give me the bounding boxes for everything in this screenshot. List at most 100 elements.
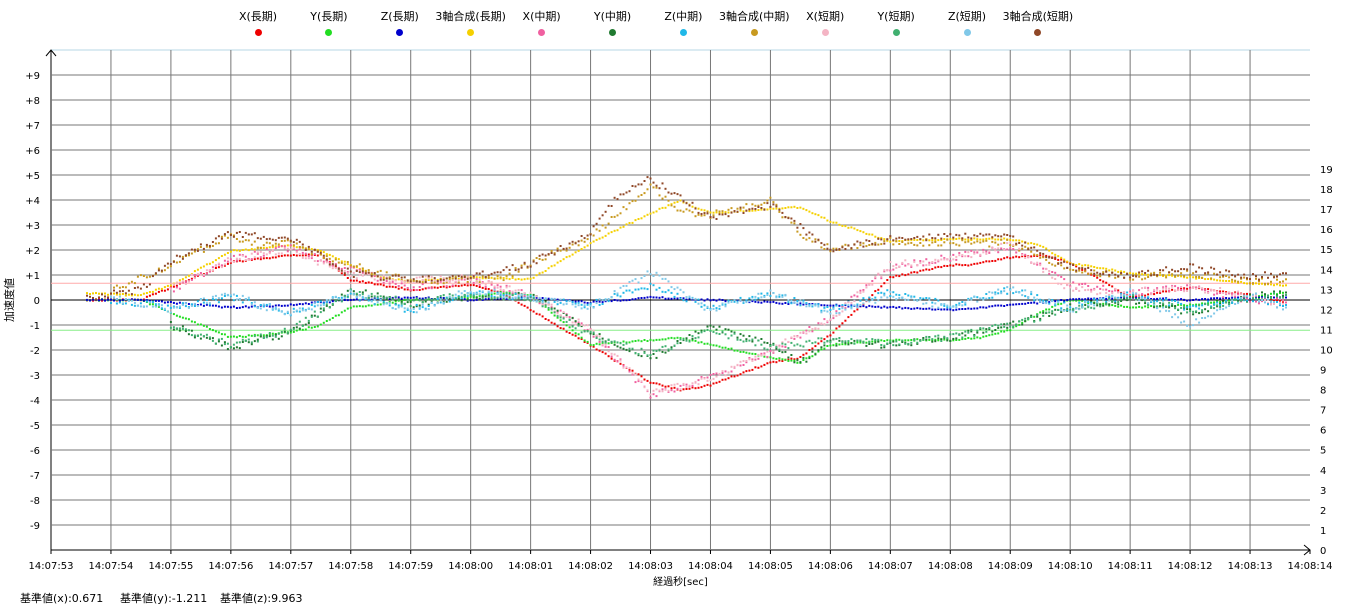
data-point xyxy=(1180,268,1183,271)
data-point xyxy=(256,306,259,309)
data-point xyxy=(1075,265,1078,268)
data-point xyxy=(319,259,322,262)
data-point xyxy=(982,251,985,254)
data-point xyxy=(1243,276,1246,279)
data-point xyxy=(832,338,835,341)
data-point xyxy=(1249,282,1251,285)
data-point xyxy=(142,292,145,295)
data-point xyxy=(1180,287,1183,290)
y-tick-label: -6 xyxy=(30,446,40,457)
data-point xyxy=(277,255,280,258)
data-point xyxy=(268,305,271,308)
data-point xyxy=(1000,326,1003,329)
data-point xyxy=(98,296,100,299)
data-point xyxy=(619,226,622,229)
data-point xyxy=(547,303,550,306)
data-point xyxy=(979,261,982,264)
data-point xyxy=(208,328,211,330)
data-point xyxy=(538,296,541,299)
data-point xyxy=(1144,294,1147,297)
data-point xyxy=(382,277,385,280)
data-point xyxy=(286,247,289,250)
data-point xyxy=(1126,291,1129,294)
data-point xyxy=(220,237,223,240)
data-point xyxy=(754,344,757,347)
data-point xyxy=(640,183,643,186)
data-point xyxy=(1006,248,1009,251)
data-point xyxy=(433,277,436,280)
data-point xyxy=(1207,271,1210,274)
data-point xyxy=(469,299,472,302)
data-point xyxy=(943,238,946,240)
data-point xyxy=(187,280,190,283)
data-point xyxy=(748,357,751,359)
data-point xyxy=(703,304,706,307)
data-point xyxy=(817,303,820,306)
data-point xyxy=(421,283,424,286)
data-point xyxy=(610,355,613,358)
data-point xyxy=(691,335,694,338)
data-point xyxy=(658,286,661,289)
data-point xyxy=(364,297,367,300)
series-group xyxy=(169,241,1287,396)
data-point xyxy=(1081,283,1084,285)
data-point xyxy=(913,271,916,274)
data-point xyxy=(808,231,811,234)
data-point xyxy=(997,324,1000,327)
data-point xyxy=(1237,293,1240,296)
data-point xyxy=(445,285,448,288)
data-point xyxy=(751,338,754,341)
data-point xyxy=(265,248,268,251)
data-point xyxy=(226,305,229,308)
data-point xyxy=(487,277,490,279)
data-point xyxy=(976,262,979,265)
data-point xyxy=(454,298,457,301)
data-point xyxy=(1177,303,1180,306)
data-point xyxy=(259,256,262,259)
data-point xyxy=(934,297,937,300)
data-point xyxy=(787,299,790,302)
data-point xyxy=(736,207,739,210)
data-point xyxy=(1054,278,1057,280)
data-point xyxy=(655,271,658,274)
data-point xyxy=(1114,287,1117,290)
data-point xyxy=(892,291,895,294)
series-group xyxy=(86,253,1287,392)
data-point xyxy=(517,297,520,300)
data-point xyxy=(595,302,598,305)
data-point xyxy=(1219,287,1222,289)
data-point xyxy=(811,347,814,350)
data-point xyxy=(424,308,427,311)
y2-tick-label: 0 xyxy=(1320,546,1326,557)
data-point xyxy=(625,284,628,287)
data-point xyxy=(412,296,415,299)
data-point xyxy=(739,360,742,363)
data-point xyxy=(328,263,331,266)
data-point xyxy=(139,287,142,290)
data-point xyxy=(601,351,604,354)
data-point xyxy=(829,248,832,251)
data-point xyxy=(1255,300,1257,303)
data-point xyxy=(583,306,586,309)
data-point xyxy=(307,326,310,329)
data-point xyxy=(241,240,244,243)
data-point xyxy=(988,297,991,300)
data-point xyxy=(409,305,412,307)
data-point xyxy=(436,286,439,289)
data-point xyxy=(487,274,490,277)
data-point xyxy=(631,369,634,372)
data-point xyxy=(670,387,673,390)
data-point xyxy=(868,240,871,242)
data-point xyxy=(535,257,538,259)
data-point xyxy=(646,354,649,357)
data-point xyxy=(277,304,280,307)
data-point xyxy=(1201,304,1204,307)
data-point xyxy=(604,345,607,348)
data-point xyxy=(874,277,877,280)
data-point xyxy=(490,289,493,292)
data-point xyxy=(1006,329,1009,332)
data-point xyxy=(1000,330,1003,333)
data-point xyxy=(190,248,193,251)
data-point xyxy=(1051,310,1054,313)
data-point xyxy=(859,305,862,308)
